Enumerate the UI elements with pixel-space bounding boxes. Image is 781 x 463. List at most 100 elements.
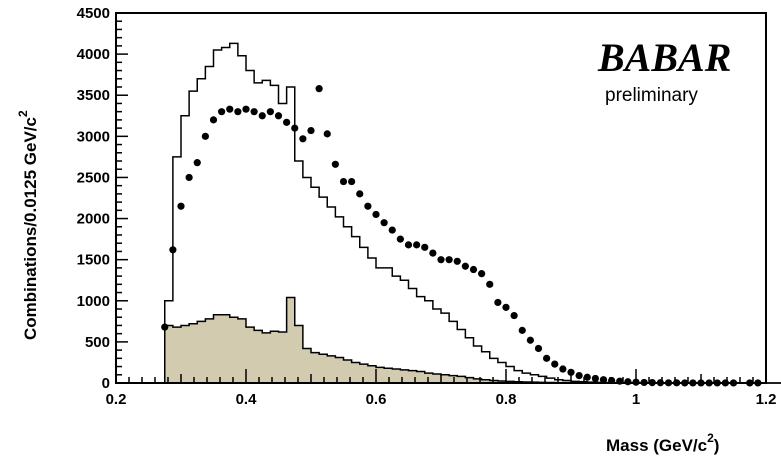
data-point: [250, 108, 258, 116]
data-point: [364, 202, 372, 210]
data-point: [583, 373, 591, 381]
filled-hist-bar: [392, 369, 401, 383]
y-tick-label: 0: [102, 375, 110, 392]
data-point: [591, 374, 599, 383]
data-point: [380, 219, 388, 227]
data-point: [551, 360, 559, 368]
filled-hist-bar: [294, 325, 304, 383]
data-point: [348, 177, 356, 186]
data-point: [494, 298, 502, 307]
filled-hist-bar: [327, 355, 336, 383]
data-point: [258, 112, 266, 120]
data-point: [502, 303, 510, 311]
data-point: [445, 256, 453, 264]
data-point: [372, 210, 380, 219]
filled-hist-bar: [416, 371, 426, 383]
filled-hist-bar: [205, 318, 214, 383]
data-point: [461, 262, 469, 270]
filled-hist-bar: [311, 352, 320, 383]
filled-hist-bar: [457, 376, 466, 383]
y-axis-label: Combinations/0.0125 GeV/c2: [16, 110, 40, 340]
data-point: [404, 241, 413, 249]
filled-hist-bar: [400, 369, 409, 383]
data-point: [478, 270, 486, 278]
data-point: [486, 280, 494, 288]
data-point: [315, 85, 323, 93]
filled-hist-bar: [489, 380, 499, 383]
filled-hist-bar: [278, 332, 287, 383]
data-point: [437, 256, 445, 264]
filled-hist-bar: [237, 318, 247, 383]
y-tick-label: 3500: [77, 87, 110, 104]
data-point: [274, 112, 283, 120]
data-point: [567, 368, 575, 376]
data-point: [185, 173, 193, 182]
data-point: [413, 241, 421, 249]
data-point: [624, 378, 632, 386]
filled-hist-bar: [197, 321, 206, 383]
filled-hist-bar: [229, 317, 239, 383]
filled-hist-bar: [465, 377, 474, 383]
y-tick-label: 1000: [77, 293, 110, 310]
filled-hist-bar: [286, 297, 296, 383]
data-point: [234, 108, 242, 116]
filled-hist-bar: [254, 330, 263, 383]
y-tick-label: 2500: [77, 169, 110, 186]
filled-hist-bar: [432, 373, 442, 383]
data-point: [307, 126, 315, 135]
chart-marks: [116, 42, 781, 387]
data-point: [526, 336, 534, 344]
filled-hist-bar: [351, 362, 361, 383]
y-tick-label: 4500: [77, 5, 110, 22]
filled-hist-bar: [172, 327, 182, 383]
data-point: [177, 202, 185, 210]
data-point: [283, 118, 291, 126]
x-tick-label: 0.4: [236, 391, 258, 408]
data-point: [218, 108, 226, 116]
filled-hist-bar: [481, 379, 491, 383]
filled-hist-bar: [408, 370, 417, 383]
x-tick-label: 0.8: [496, 391, 517, 408]
filled-hist-bar: [441, 374, 450, 383]
filled-hist-bar: [221, 314, 231, 383]
y-tick-label: 3000: [77, 128, 110, 145]
filled-hist-bar: [343, 359, 352, 383]
data-point: [543, 354, 551, 362]
data-point: [599, 376, 608, 384]
x-tick-label: 1: [632, 391, 640, 408]
data-point: [323, 130, 331, 138]
preliminary-label: preliminary: [605, 85, 698, 106]
filled-hist-bar: [335, 357, 344, 383]
data-point: [429, 249, 437, 257]
y-tick-label: 500: [85, 334, 110, 351]
data-point: [209, 116, 218, 124]
y-tick-label: 1500: [77, 252, 110, 269]
filled-hist-bar: [270, 331, 279, 383]
filled-hist-bar: [319, 354, 328, 383]
filled-hist-bar: [262, 332, 271, 383]
data-point: [299, 135, 307, 143]
filled-hist-bar: [376, 367, 385, 383]
data-point: [331, 160, 339, 168]
filled-hist-bar: [164, 325, 174, 383]
filled-hist-bar: [302, 348, 312, 383]
babar-logo: BABAR: [597, 35, 731, 80]
axis-ticks: 0 500 1000 1500 2000 2500 3000 3500 4000 4500 0.2 0…: [77, 5, 777, 408]
filled-hist-bar: [181, 325, 190, 383]
data-point: [266, 108, 274, 116]
data-point: [518, 326, 526, 334]
x-tick-label: 0.2: [106, 391, 127, 408]
data-point: [356, 190, 364, 198]
y-tick-label: 2000: [77, 211, 110, 228]
data-point: [339, 177, 348, 186]
data-point: [201, 132, 209, 140]
data-point: [421, 243, 429, 251]
data-point: [575, 372, 583, 380]
data-point: [534, 344, 543, 353]
x-tick-label: 0.6: [366, 391, 387, 408]
data-point: [469, 265, 478, 274]
filled-hist-bar: [384, 368, 393, 383]
filled-hist-bar: [497, 380, 507, 383]
filled-hist-bar: [213, 314, 222, 383]
